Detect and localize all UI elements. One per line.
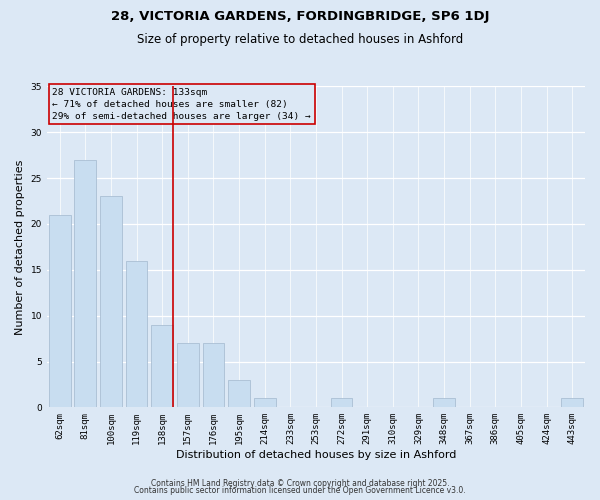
Bar (254, 398, 275, 407)
Bar (228, 380, 250, 407)
Y-axis label: Number of detached properties: Number of detached properties (15, 159, 25, 334)
Bar (126, 260, 148, 408)
Bar (49, 215, 71, 408)
Text: 28, VICTORIA GARDENS, FORDINGBRIDGE, SP6 1DJ: 28, VICTORIA GARDENS, FORDINGBRIDGE, SP6… (111, 10, 489, 23)
X-axis label: Distribution of detached houses by size in Ashford: Distribution of detached houses by size … (176, 450, 456, 460)
Bar (433, 398, 455, 407)
Bar (74, 160, 96, 408)
Bar (177, 343, 199, 407)
Text: Contains public sector information licensed under the Open Government Licence v3: Contains public sector information licen… (134, 486, 466, 495)
Bar (561, 398, 583, 407)
Bar (151, 325, 173, 407)
Bar (100, 196, 122, 408)
Text: Size of property relative to detached houses in Ashford: Size of property relative to detached ho… (137, 32, 463, 46)
Text: Contains HM Land Registry data © Crown copyright and database right 2025.: Contains HM Land Registry data © Crown c… (151, 478, 449, 488)
Bar (331, 398, 352, 407)
Bar (203, 343, 224, 407)
Text: 28 VICTORIA GARDENS: 133sqm
← 71% of detached houses are smaller (82)
29% of sem: 28 VICTORIA GARDENS: 133sqm ← 71% of det… (52, 88, 311, 120)
